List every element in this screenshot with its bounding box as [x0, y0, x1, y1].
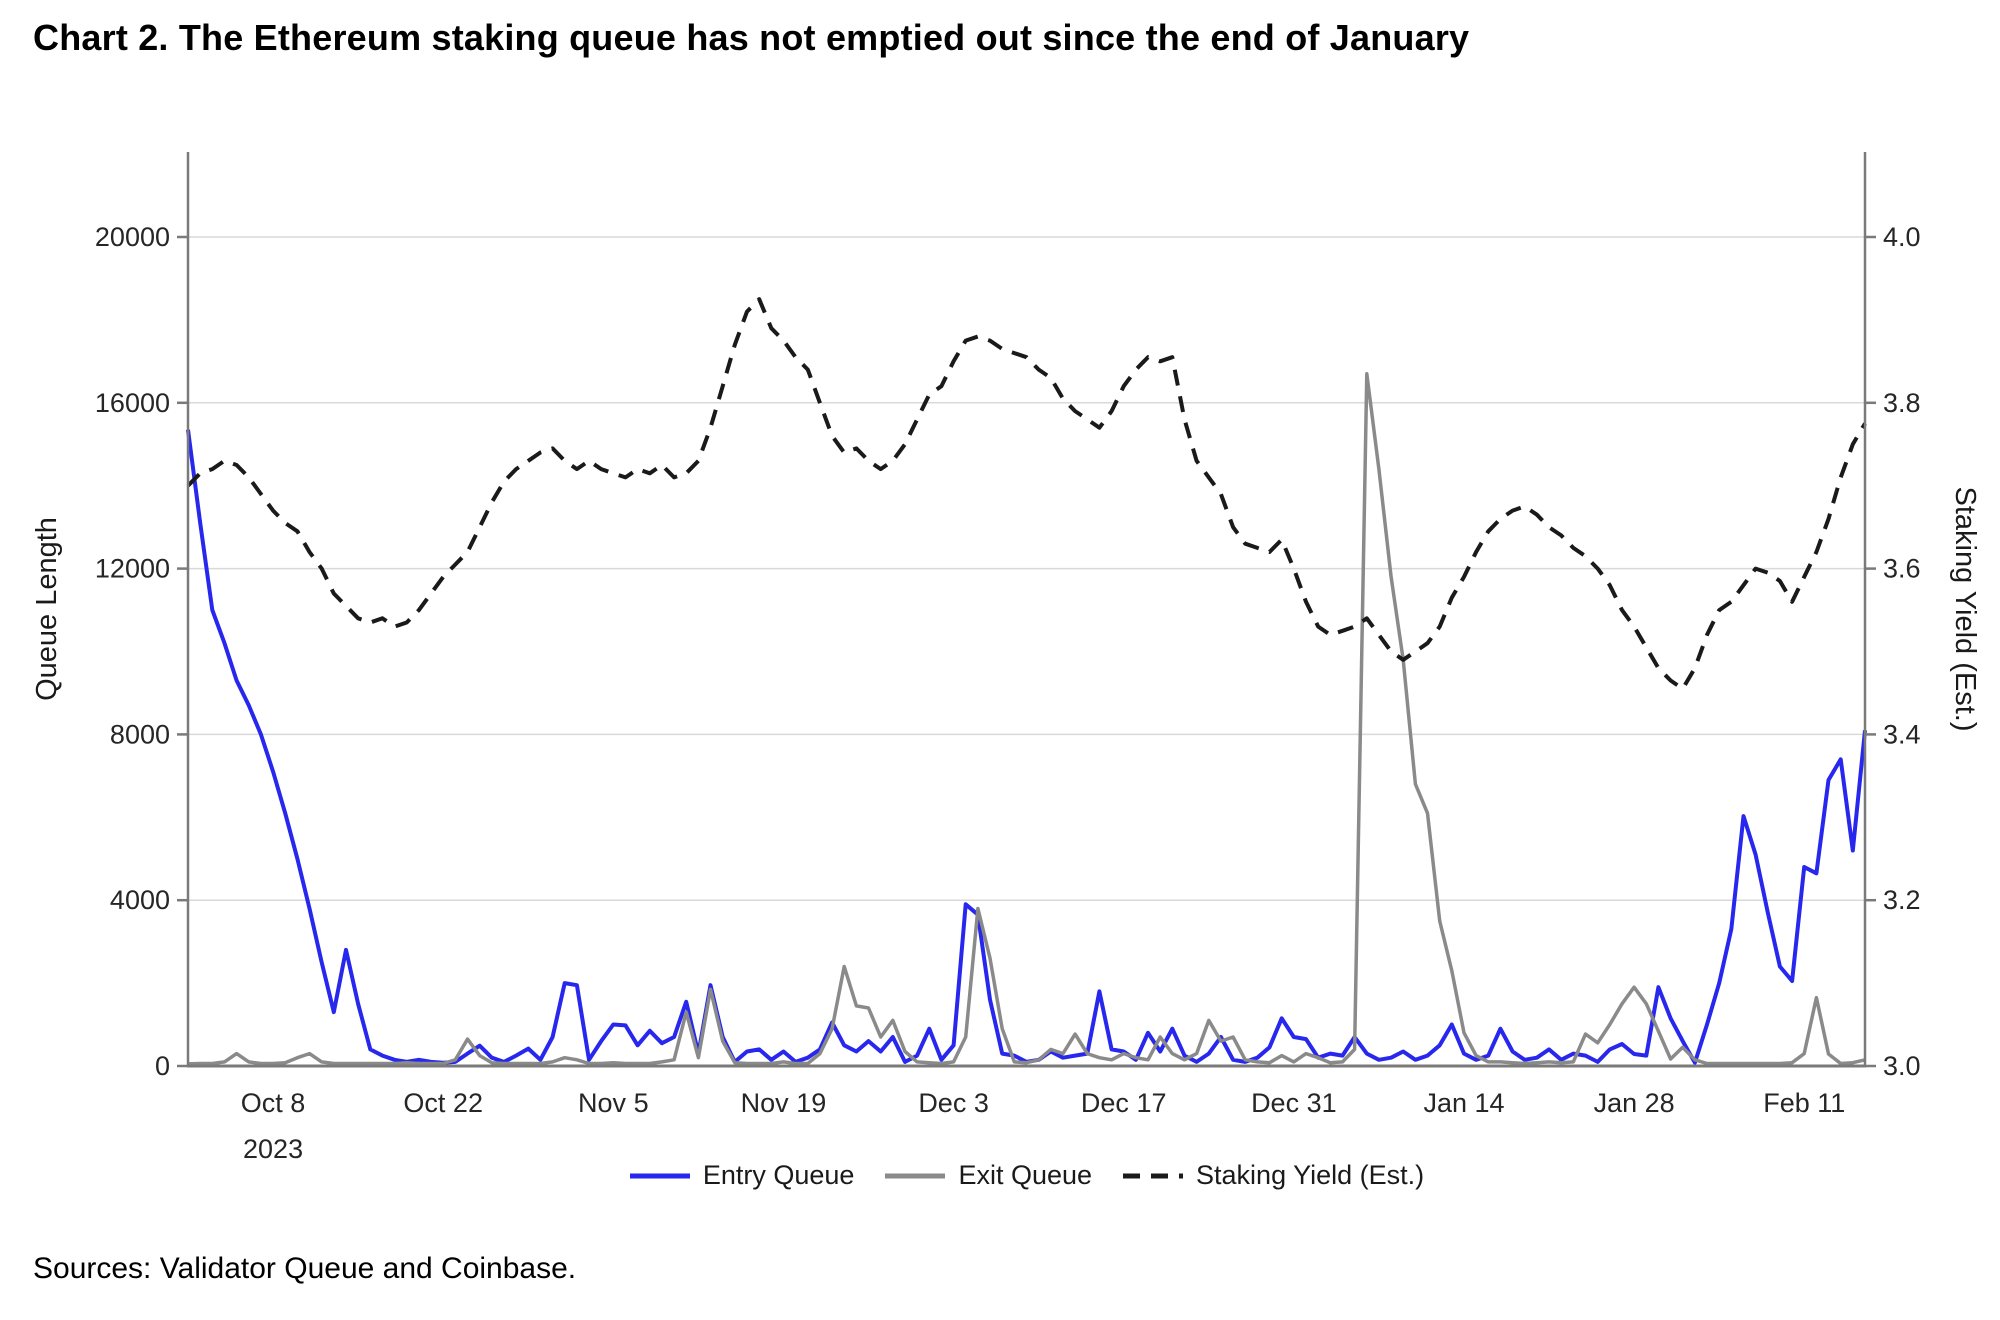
legend-item-staking-yield: Staking Yield (Est.) [1122, 1160, 1424, 1191]
svg-text:Dec 17: Dec 17 [1081, 1088, 1167, 1118]
svg-text:3.4: 3.4 [1883, 719, 1921, 749]
svg-text:Dec 3: Dec 3 [918, 1088, 989, 1118]
legend-label-staking-yield: Staking Yield (Est.) [1196, 1160, 1425, 1190]
svg-text:Queue Length: Queue Length [31, 517, 63, 701]
staking-yield-dashed-swatch-icon [1123, 1173, 1184, 1178]
svg-text:Nov 5: Nov 5 [578, 1088, 649, 1118]
svg-text:4000: 4000 [110, 885, 170, 915]
svg-text:Feb 11: Feb 11 [1763, 1088, 1845, 1118]
svg-text:Staking Yield (Est.): Staking Yield (Est.) [1949, 487, 1981, 732]
legend-item-entry-queue: Entry Queue [629, 1160, 855, 1191]
sources-note: Sources: Validator Queue and Coinbase. [33, 1252, 577, 1285]
exit-queue-line-swatch-icon [885, 1173, 946, 1178]
svg-text:2023: 2023 [243, 1134, 303, 1164]
svg-text:3.6: 3.6 [1883, 554, 1921, 584]
svg-text:Jan 14: Jan 14 [1423, 1088, 1504, 1118]
svg-text:3.8: 3.8 [1883, 388, 1921, 418]
legend-label-entry-queue: Entry Queue [702, 1160, 855, 1190]
svg-text:3.0: 3.0 [1883, 1051, 1921, 1081]
svg-text:Oct 8: Oct 8 [241, 1088, 306, 1118]
chart-title: Chart 2. The Ethereum staking queue has … [33, 17, 1470, 58]
svg-text:Oct 22: Oct 22 [403, 1088, 483, 1118]
svg-text:Nov 19: Nov 19 [741, 1088, 827, 1118]
svg-text:20000: 20000 [95, 222, 170, 252]
svg-text:8000: 8000 [110, 719, 170, 749]
legend-item-exit-queue: Exit Queue [884, 1160, 1092, 1191]
svg-text:Dec 31: Dec 31 [1251, 1088, 1337, 1118]
svg-text:0: 0 [155, 1051, 170, 1081]
svg-text:3.2: 3.2 [1883, 885, 1921, 915]
entry-queue-line-swatch-icon [629, 1173, 690, 1178]
svg-text:4.0: 4.0 [1883, 222, 1921, 252]
svg-text:12000: 12000 [95, 554, 170, 584]
chart-legend: Entry Queue Exit Queue Staking Yield (Es… [188, 1160, 1865, 1191]
svg-text:16000: 16000 [95, 388, 170, 418]
legend-label-exit-queue: Exit Queue [958, 1160, 1093, 1190]
svg-text:Jan 28: Jan 28 [1594, 1088, 1675, 1118]
